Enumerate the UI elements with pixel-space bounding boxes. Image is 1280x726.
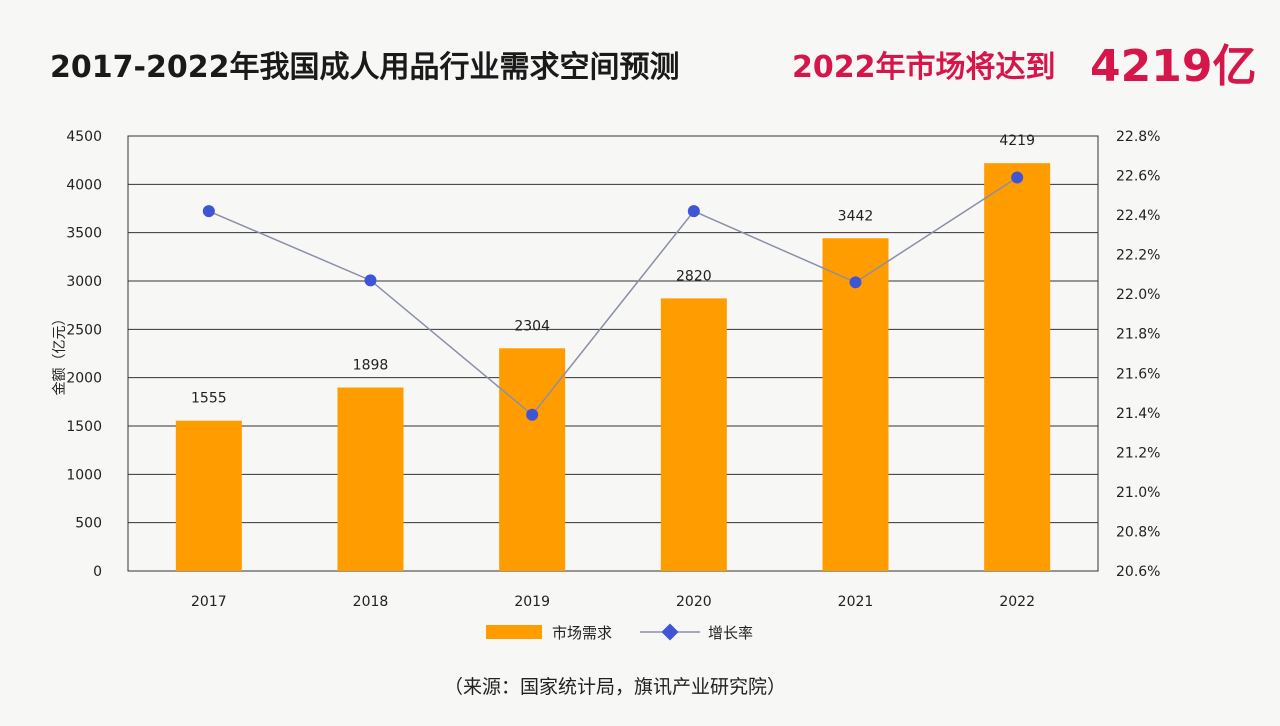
plot-frame xyxy=(127,135,1099,572)
growth-point xyxy=(202,205,215,218)
source-note: （来源：国家统计局，旗讯产业研究院） xyxy=(443,676,786,698)
x-tick-label: 2020 xyxy=(676,594,712,610)
y-tick-label: 1500 xyxy=(66,419,102,435)
y2-tick-label: 21.2% xyxy=(1116,445,1160,461)
y-tick-label: 500 xyxy=(75,516,102,532)
x-tick-label: 2021 xyxy=(838,594,874,610)
bar-data-label: 1555 xyxy=(191,391,227,407)
legend-marker-line xyxy=(661,623,679,641)
bar xyxy=(984,163,1051,571)
title-main: 2017-2022年我国成人用品行业需求空间预测 xyxy=(50,50,680,85)
y2-tick-label: 22.2% xyxy=(1116,248,1160,264)
bar-data-label: 2304 xyxy=(514,318,550,334)
y-tick-label: 2500 xyxy=(66,322,102,338)
y2-tick-label: 22.0% xyxy=(1116,287,1160,303)
y2-tick-label: 22.6% xyxy=(1116,169,1160,185)
growth-point xyxy=(1011,171,1024,184)
y2-tick-label: 20.6% xyxy=(1116,564,1160,580)
y2-tick-label: 22.8% xyxy=(1116,129,1160,145)
growth-point xyxy=(526,408,539,421)
legend-label-line: 增长率 xyxy=(708,624,753,642)
chart-title: 2017-2022年我国成人用品行业需求空间预测 2022年市场将达到 4219… xyxy=(50,30,1256,96)
y2-tick-label: 20.8% xyxy=(1116,524,1160,540)
growth-point xyxy=(364,274,377,287)
y2-tick-label: 21.8% xyxy=(1116,327,1160,343)
y2-tick-label: 21.6% xyxy=(1116,366,1160,382)
y-tick-label: 4500 xyxy=(66,129,102,145)
title-subtitle: 2022年市场将达到 xyxy=(792,50,1056,85)
x-tick-label: 2017 xyxy=(191,594,227,610)
growth-point xyxy=(687,205,700,218)
legend-swatch-bar xyxy=(486,625,542,639)
y2-tick-label: 21.0% xyxy=(1116,485,1160,501)
bar xyxy=(660,298,727,571)
y-tick-label: 3000 xyxy=(66,274,102,290)
y-tick-label: 1000 xyxy=(66,467,102,483)
y2-tick-label: 22.4% xyxy=(1116,208,1160,224)
bar xyxy=(175,420,242,571)
bar xyxy=(499,348,566,571)
bar-data-label: 1898 xyxy=(353,358,389,374)
bar-data-label: 2820 xyxy=(676,268,712,284)
growth-line xyxy=(208,176,1018,416)
growth-point xyxy=(849,276,862,289)
y-axis-title: 金额（亿元） xyxy=(52,312,68,396)
bar xyxy=(822,238,889,572)
bar-data-label: 3442 xyxy=(838,208,874,224)
x-tick-label: 2018 xyxy=(353,594,389,610)
y2-tick-label: 21.4% xyxy=(1116,406,1160,422)
y-tick-label: 0 xyxy=(93,564,102,580)
bar xyxy=(337,387,404,571)
bar-data-label: 4219 xyxy=(999,133,1035,149)
y-tick-label: 4000 xyxy=(66,177,102,193)
x-tick-label: 2019 xyxy=(514,594,550,610)
title-highlight-value: 4219亿 xyxy=(1090,41,1257,92)
y-tick-label: 3500 xyxy=(66,226,102,242)
y-tick-label: 2000 xyxy=(66,371,102,387)
legend-label-bar: 市场需求 xyxy=(552,624,612,642)
x-tick-label: 2022 xyxy=(999,594,1035,610)
